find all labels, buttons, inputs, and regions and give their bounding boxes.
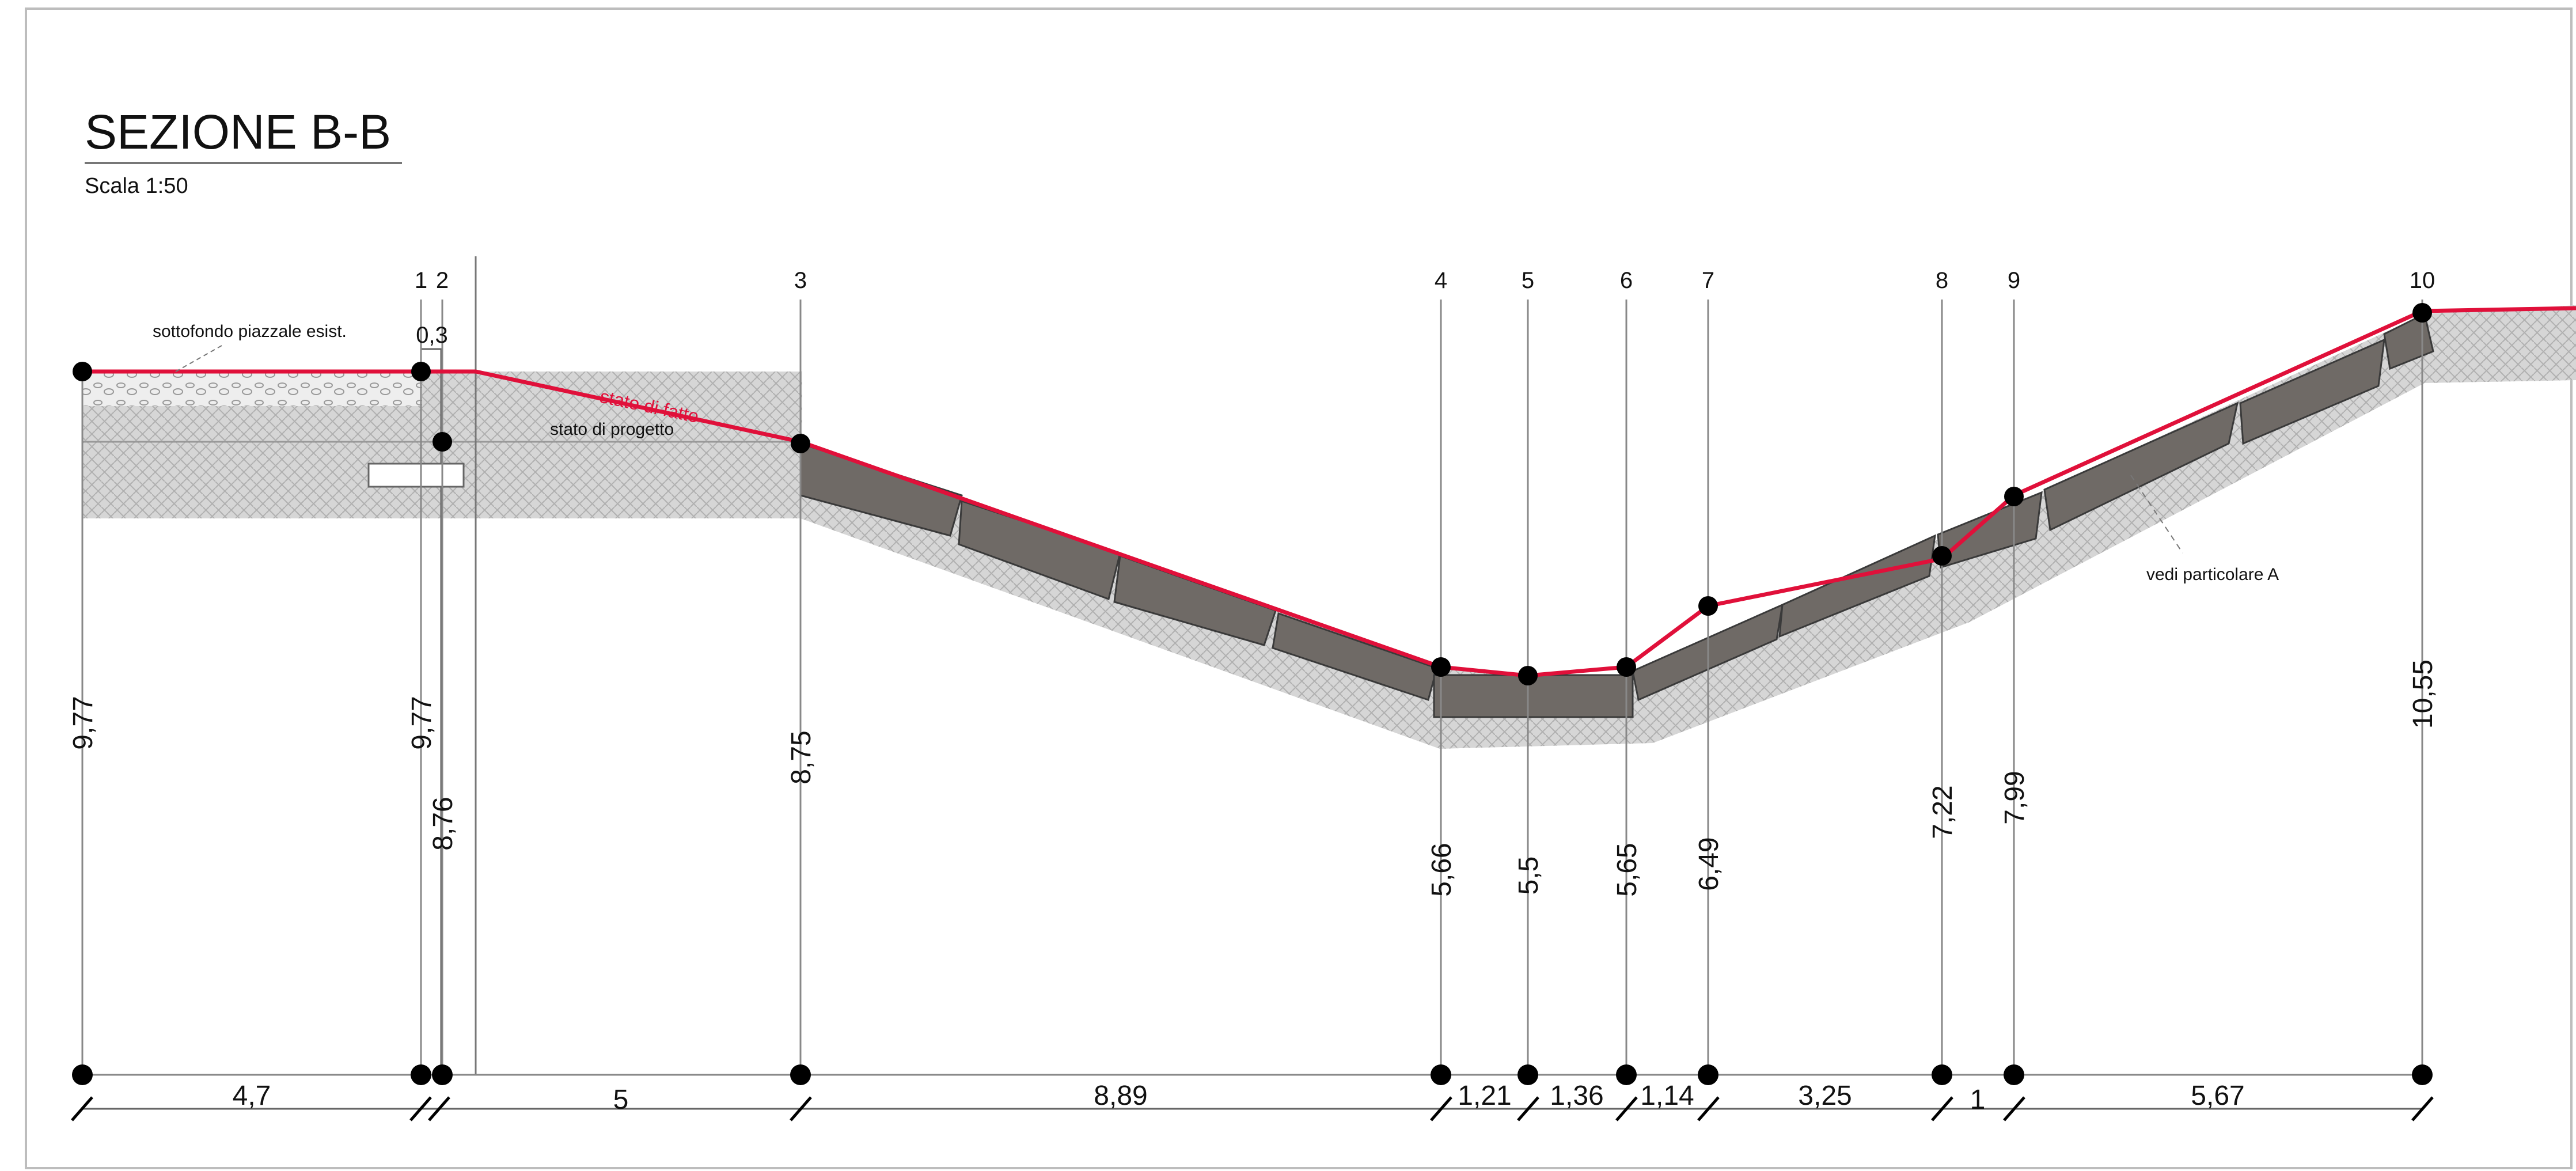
point-gridlines [81, 300, 2423, 1075]
detail-leader [2130, 475, 2183, 554]
point-number: 3 [794, 268, 807, 293]
section-title: SEZIONE B-B [85, 105, 391, 159]
distance-label: 1,14 [1640, 1081, 1694, 1111]
distance-label: 1 [1970, 1085, 1986, 1115]
dimension-ticks [71, 1096, 2434, 1121]
height-label: 10,55 [2408, 660, 2438, 729]
point-number: 2 [436, 268, 449, 293]
existing-state-line [82, 306, 2576, 678]
point-number: 6 [1620, 268, 1633, 293]
point-number: 5 [1522, 268, 1534, 293]
distance-label: 4,7 [233, 1081, 271, 1111]
height-labels: 9,77 9,77 8,76 8,75 5,66 5,5 5,65 6,49 7… [68, 660, 2438, 897]
height-label: 7,22 [1928, 785, 1958, 839]
height-label: 8,76 [428, 797, 458, 850]
scale-label: Scala 1:50 [85, 174, 188, 198]
distance-labels: 4,7 5 8,89 1,21 1,36 1,14 3,25 1 5,67 [233, 1081, 2245, 1115]
section-points [73, 303, 2432, 685]
project-state-label: stato di progetto [550, 420, 674, 439]
subgrade-leader [172, 345, 222, 374]
height-label: 5,5 [1513, 857, 1544, 895]
distance-label: 8,89 [1094, 1081, 1147, 1111]
point-number: 10 [2410, 268, 2435, 293]
baseline-points [72, 1064, 2433, 1085]
distance-label: 1,21 [1458, 1081, 1511, 1111]
distance-label: 5 [613, 1085, 629, 1115]
distance-label: 1,36 [1550, 1081, 1603, 1111]
subgrade-gravel [82, 372, 422, 406]
stone-blocks [799, 312, 2434, 718]
subgrade-label: sottofondo piazzale esist. [153, 322, 347, 341]
point-number: 4 [1435, 268, 1447, 293]
height-label: 8,75 [786, 730, 817, 784]
drawing-frame [25, 7, 2573, 1169]
distance-label: 5,67 [2191, 1081, 2244, 1111]
height-label: 9,77 [68, 696, 98, 749]
height-label: 5,65 [1612, 843, 1642, 896]
point-number: 9 [2008, 268, 2020, 293]
height-label: 5,66 [1427, 843, 1457, 896]
top-width-label: 0,3 [416, 323, 448, 348]
point-numbers: 1 2 3 4 5 6 7 8 9 10 [415, 268, 2435, 293]
distance-label: 3,25 [1798, 1081, 1852, 1111]
detail-reference-label: vedi particolare A [2146, 565, 2279, 584]
wall-footing [367, 463, 465, 488]
point-number: 1 [415, 268, 427, 293]
point-number: 7 [1702, 268, 1714, 293]
height-label: 7,99 [2000, 771, 2030, 824]
point-number: 8 [1936, 268, 1948, 293]
height-label: 6,49 [1694, 837, 1724, 890]
height-label: 9,77 [407, 696, 437, 749]
